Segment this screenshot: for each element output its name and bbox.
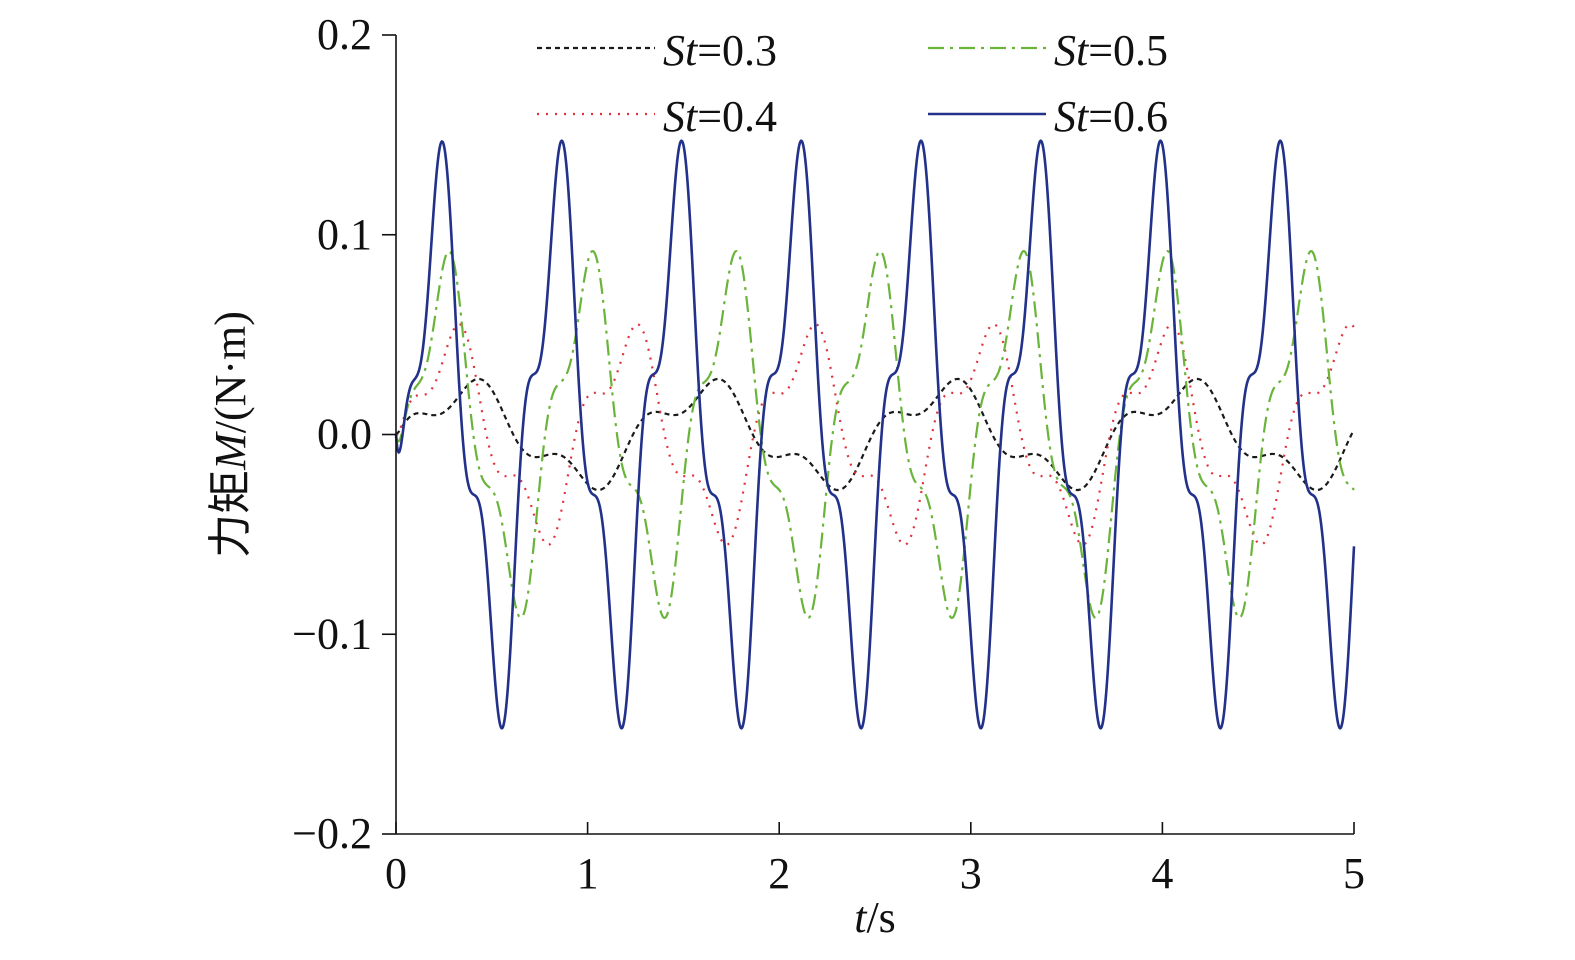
y-tick-label: 0.0	[317, 410, 372, 459]
x-tick-label: 5	[1343, 849, 1365, 898]
x-tick-label: 2	[768, 849, 790, 898]
y-tick-label: 0.1	[317, 210, 372, 259]
legend-label: St=0.6	[1054, 92, 1168, 141]
series-line-st-0-5	[394, 250, 1355, 619]
legend-label: St=0.3	[663, 26, 777, 75]
series-line-st-0-6	[394, 139, 1356, 730]
legend-label: St=0.4	[663, 92, 777, 141]
y-tick-label: 0.2	[317, 10, 372, 59]
y-axis-label: 力矩M/(N·m)	[206, 311, 255, 558]
x-tick-label: 4	[1151, 849, 1173, 898]
legend-label: St=0.5	[1054, 26, 1168, 75]
series-line-st-0-3	[395, 377, 1355, 492]
axes-layer: 0.2 0.1 0.0 −0.1 −0.2 0 1 2 3 4 5 t/s 力矩M/(N·m)	[206, 10, 1365, 942]
x-tick-label: 1	[577, 849, 599, 898]
x-tick-label: 3	[960, 849, 982, 898]
x-tick-label: 0	[385, 849, 407, 898]
y-tick-label: −0.1	[292, 609, 372, 658]
y-tick-label: −0.2	[292, 809, 372, 858]
x-axis-label: t/s	[854, 893, 896, 942]
series-layer	[394, 139, 1356, 730]
legend-layer: St=0.3 St=0.4 St=0.5 St=0.6	[537, 26, 1168, 141]
